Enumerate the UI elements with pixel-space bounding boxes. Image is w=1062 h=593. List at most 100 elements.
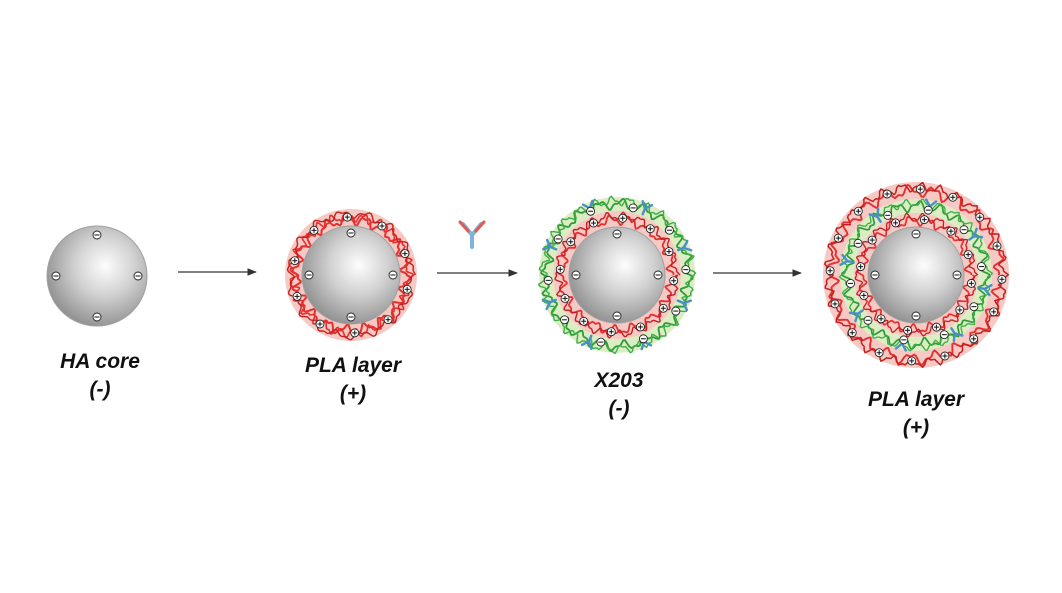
positive-charge-icon	[915, 184, 925, 194]
positive-charge-icon	[955, 305, 965, 315]
negative-charge-icon	[853, 238, 863, 248]
core-sphere	[867, 226, 965, 324]
positive-charge-icon	[606, 327, 616, 337]
stage-label-x203: X203 (-)	[519, 367, 719, 423]
antibody-icon	[542, 238, 558, 251]
negative-charge-icon	[681, 265, 691, 275]
negative-charge-icon	[596, 337, 606, 347]
positive-charge-icon	[555, 264, 565, 274]
positive-charge-icon	[645, 224, 655, 234]
antibody-icon	[968, 227, 984, 241]
positive-charge-icon	[290, 256, 300, 266]
stage-title: PLA layer	[867, 388, 965, 411]
negative-charge-icon	[959, 225, 969, 235]
negative-charge-icon	[911, 229, 921, 239]
pla-outer-particle	[823, 181, 1010, 369]
positive-charge-icon	[383, 315, 393, 325]
stage-title: PLA layer	[304, 354, 402, 377]
antibody-icon	[977, 283, 993, 297]
negative-charge-icon	[863, 315, 873, 325]
stage-charge: (+)	[902, 416, 930, 439]
positive-charge-icon	[377, 221, 387, 231]
positive-charge-icon	[992, 241, 1002, 251]
stage-label-pla-layer-outer: PLA layer (+)	[816, 386, 1016, 442]
positive-charge-icon	[975, 212, 985, 222]
negative-charge-icon	[560, 315, 569, 325]
positive-charge-icon	[867, 235, 877, 245]
x203-particle	[537, 195, 697, 355]
positive-charge-icon	[963, 250, 973, 260]
negative-charge-icon	[665, 225, 674, 235]
stage-label-ha-core: HA core (-)	[0, 348, 200, 404]
antibody-icon	[950, 327, 964, 343]
negative-charge-icon	[612, 311, 622, 321]
negative-charge-icon	[883, 210, 893, 220]
positive-charge-icon	[825, 266, 835, 276]
positive-charge-icon	[566, 237, 576, 247]
positive-charge-icon	[847, 328, 857, 338]
negative-charge-icon	[911, 311, 921, 321]
antibody-icon	[676, 239, 693, 252]
pla-strands	[854, 212, 979, 338]
negative-charge-icon	[304, 270, 314, 280]
positive-charge-icon	[618, 213, 628, 223]
stage-charge: (-)	[608, 397, 630, 420]
negative-charge-icon	[870, 270, 880, 280]
negative-charge-icon	[586, 206, 596, 216]
positive-charge-icon	[658, 303, 668, 313]
positive-charge-icon	[669, 276, 679, 286]
negative-charge-icon	[612, 229, 622, 239]
negative-charge-icon	[553, 234, 563, 244]
positive-charge-icon	[903, 325, 913, 335]
negative-charge-icon	[939, 330, 949, 340]
negative-charges	[51, 230, 143, 322]
negative-charge-icon	[543, 275, 553, 285]
charges	[825, 184, 1007, 366]
positive-charge-icon	[635, 322, 645, 332]
negative-charge-icon	[977, 262, 986, 272]
core-sphere	[568, 226, 666, 324]
negative-charge-icon	[92, 312, 102, 322]
negative-charge-icon	[388, 270, 398, 280]
stage-charge: (-)	[89, 378, 111, 401]
positive-charge-icon	[315, 319, 325, 329]
positive-charge-icon	[966, 278, 976, 288]
positive-charge-icon	[969, 334, 979, 344]
positive-charge-icon	[882, 189, 892, 199]
positive-charge-icon	[402, 284, 412, 294]
antibody-icon	[839, 253, 855, 267]
positive-charge-icon	[876, 314, 886, 324]
negative-charge-icon	[346, 312, 356, 322]
positive-charge-icon	[853, 206, 863, 216]
x203-strands	[537, 195, 697, 355]
antibody-icon	[848, 309, 864, 323]
positive-charge-icon	[400, 249, 410, 259]
positive-charge-icon	[946, 226, 956, 236]
positive-charge-icon	[833, 233, 843, 243]
positive-charge-icon	[948, 192, 958, 202]
positive-charge-icon	[342, 212, 352, 222]
positive-charge-icon	[940, 351, 950, 361]
positive-charge-icon	[560, 293, 570, 303]
stage-title: HA core	[60, 350, 140, 373]
antibody-icon	[641, 200, 654, 216]
negative-charge-icon	[653, 270, 663, 280]
ha-core-particle	[46, 225, 148, 327]
positive-charge-icon	[931, 322, 941, 332]
antibody-icon	[541, 298, 558, 311]
antibody-icon	[676, 299, 692, 312]
charges	[543, 203, 691, 347]
negative-charge-icon	[846, 278, 855, 288]
stage-title: X203	[594, 369, 644, 392]
positive-charge-icon	[856, 262, 866, 272]
stage-charge: (+)	[339, 382, 367, 405]
positive-charge-icon	[997, 274, 1007, 284]
positive-charge-icon	[907, 356, 917, 366]
core-sphere	[46, 225, 148, 327]
positive-charge-icon	[350, 328, 360, 338]
positive-charge-icon	[830, 299, 840, 309]
antibody-icon	[580, 334, 593, 350]
negative-charge-icon	[571, 270, 581, 280]
x203-strands	[838, 198, 993, 352]
